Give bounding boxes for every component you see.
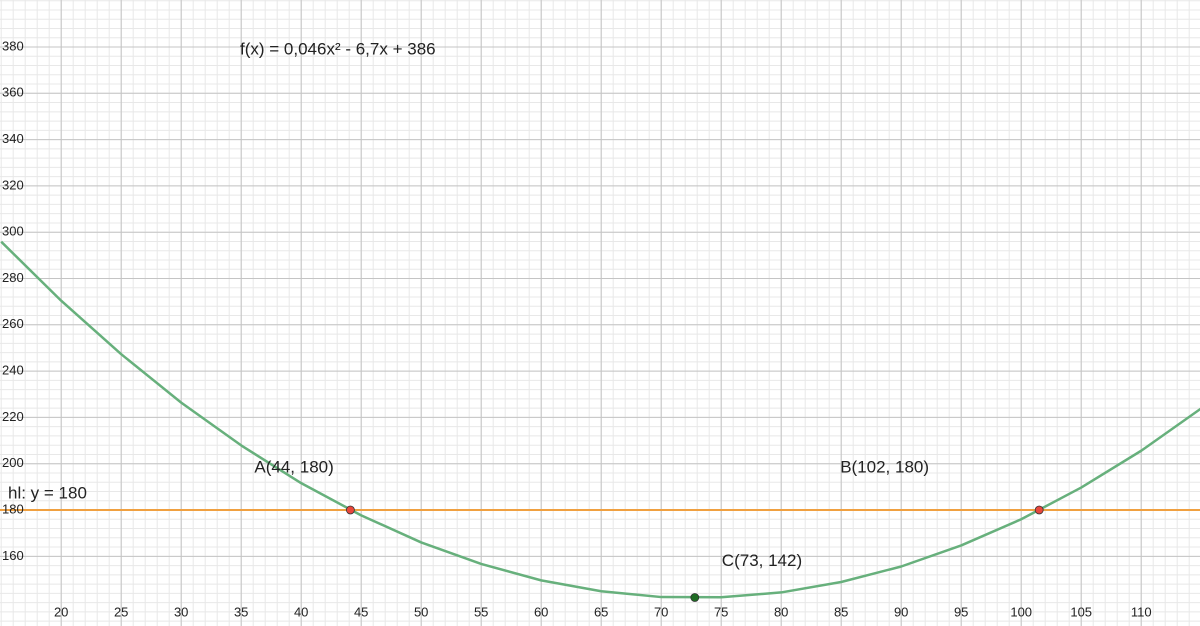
y-tick-label: 380 (2, 38, 24, 53)
x-tick-label: 40 (294, 604, 308, 619)
x-tick-label: 70 (654, 604, 668, 619)
line-label: hl: y = 180 (8, 483, 87, 502)
x-tick-label: 60 (534, 604, 548, 619)
function-label: f(x) = 0,046x² - 6,7x + 386 (240, 39, 436, 58)
x-tick-label: 100 (1010, 604, 1032, 619)
x-tick-label: 105 (1070, 604, 1092, 619)
point-label: A(44, 180) (254, 457, 333, 476)
x-tick-label: 25 (114, 604, 128, 619)
x-tick-label: 110 (1131, 604, 1152, 619)
x-tick-label: 35 (234, 604, 248, 619)
curve (0, 240, 1200, 599)
plot (0, 240, 1200, 599)
y-tick-label: 200 (2, 455, 24, 470)
x-tick-label: 90 (894, 604, 908, 619)
x-tick-label: 20 (54, 604, 68, 619)
y-tick-label: 280 (2, 270, 24, 285)
point (345, 505, 355, 515)
y-tick-label: 160 (2, 548, 24, 563)
x-tick-label: 65 (594, 604, 608, 619)
x-tick-label: 95 (954, 604, 968, 619)
y-tick-label: 240 (2, 363, 24, 378)
labels: 20 25 30 35 40 45 50 55 60 65 70 75 80 85 90 95 100 105 11… (2, 38, 1152, 619)
y-tick-label: 180 (2, 501, 24, 516)
point (690, 593, 700, 602)
x-tick-label: 80 (774, 604, 788, 619)
y-tick-label: 300 (2, 224, 24, 239)
y-tick-label: 320 (2, 177, 24, 192)
x-tick-label: 85 (834, 604, 848, 619)
y-tick-label: 220 (2, 409, 24, 424)
point-label: B(102, 180) (840, 457, 929, 476)
x-tick-label: 55 (474, 604, 488, 619)
y-tick-label: 360 (2, 85, 24, 100)
x-tick-label: 75 (714, 604, 728, 619)
x-tick-label: 50 (414, 604, 428, 619)
x-tick-label: 30 (174, 604, 188, 619)
y-tick-label: 260 (2, 316, 24, 331)
x-tick-label: 45 (354, 604, 368, 619)
point (1034, 505, 1044, 515)
y-tick-label: 340 (2, 131, 24, 146)
point-label: C(73, 142) (722, 551, 802, 570)
